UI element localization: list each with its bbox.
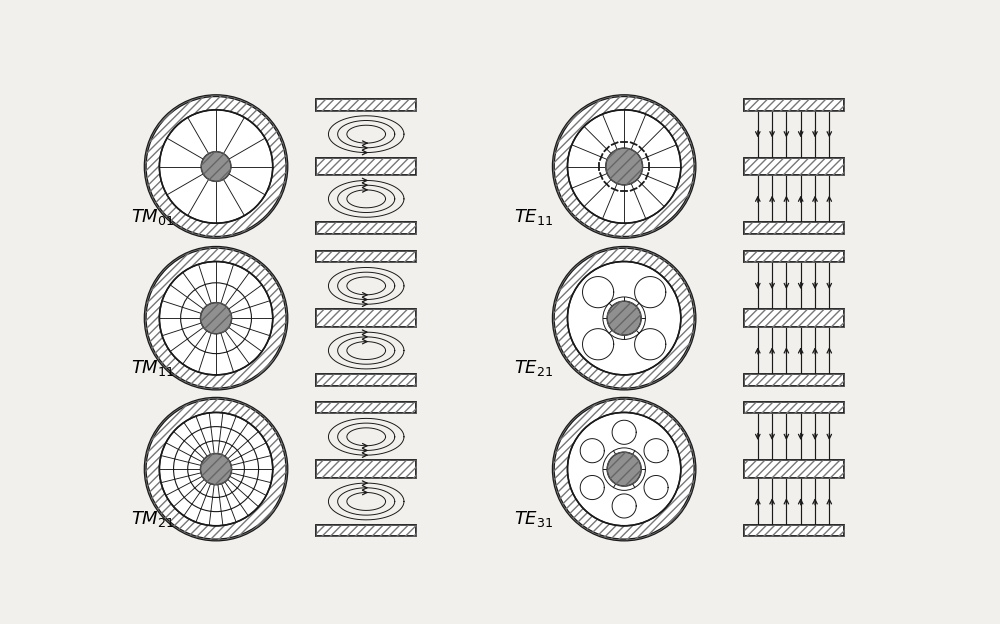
Circle shape — [200, 303, 232, 334]
FancyBboxPatch shape — [744, 222, 844, 234]
Circle shape — [201, 152, 231, 182]
Circle shape — [607, 452, 641, 486]
FancyBboxPatch shape — [316, 402, 416, 413]
Text: $TM_{21}$: $TM_{21}$ — [131, 509, 174, 529]
Circle shape — [200, 454, 232, 485]
Circle shape — [567, 110, 681, 223]
FancyBboxPatch shape — [316, 374, 416, 386]
FancyBboxPatch shape — [316, 461, 416, 478]
FancyBboxPatch shape — [316, 525, 416, 537]
FancyBboxPatch shape — [744, 158, 844, 175]
FancyBboxPatch shape — [316, 222, 416, 234]
Circle shape — [145, 95, 287, 237]
Circle shape — [553, 398, 695, 540]
Circle shape — [567, 261, 681, 375]
FancyBboxPatch shape — [744, 374, 844, 386]
FancyBboxPatch shape — [744, 461, 844, 478]
Circle shape — [553, 247, 695, 389]
FancyBboxPatch shape — [316, 310, 416, 327]
Text: $TE_{21}$: $TE_{21}$ — [514, 358, 554, 378]
Circle shape — [567, 412, 681, 526]
Circle shape — [607, 301, 641, 335]
FancyBboxPatch shape — [744, 310, 844, 327]
Text: $TM_{01}$: $TM_{01}$ — [131, 207, 174, 227]
Circle shape — [159, 110, 273, 223]
FancyBboxPatch shape — [316, 99, 416, 110]
Circle shape — [159, 412, 273, 526]
Text: $TM_{11}$: $TM_{11}$ — [131, 358, 174, 378]
Text: $TE_{31}$: $TE_{31}$ — [514, 509, 554, 529]
Text: $TE_{11}$: $TE_{11}$ — [514, 207, 554, 227]
FancyBboxPatch shape — [744, 525, 844, 537]
Circle shape — [145, 247, 287, 389]
Circle shape — [553, 95, 695, 237]
Circle shape — [159, 261, 273, 375]
FancyBboxPatch shape — [316, 158, 416, 175]
FancyBboxPatch shape — [744, 99, 844, 110]
FancyBboxPatch shape — [744, 402, 844, 413]
FancyBboxPatch shape — [744, 251, 844, 262]
Circle shape — [606, 148, 643, 185]
Circle shape — [145, 398, 287, 540]
FancyBboxPatch shape — [316, 251, 416, 262]
